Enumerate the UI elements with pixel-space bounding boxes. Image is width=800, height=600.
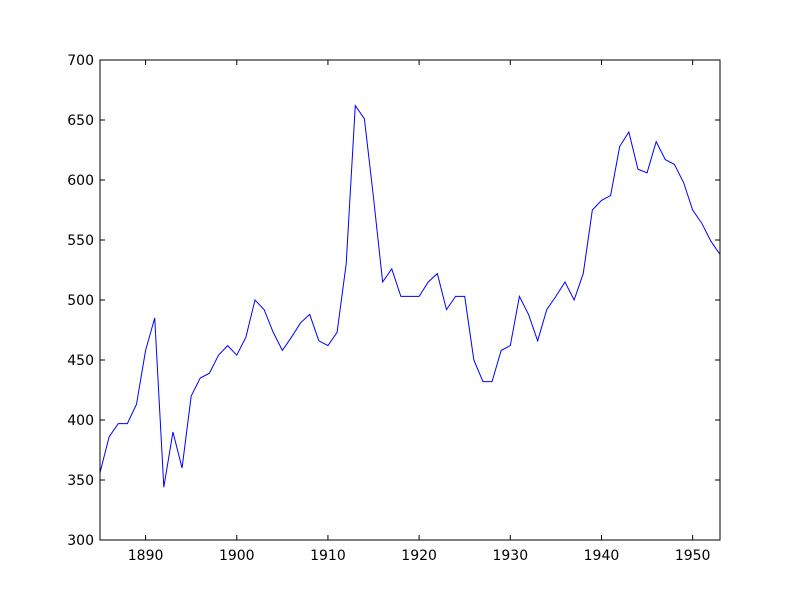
y-tick-label: 450 — [67, 353, 94, 369]
data-series-line — [99, 104, 721, 488]
y-tick-label: 650 — [67, 113, 94, 129]
x-tick-label: 1950 — [675, 548, 711, 564]
y-tick-label: 500 — [67, 293, 94, 309]
tick-labels: 1890 1900 1910 1920 1930 1940 1950 300 350 400 450… — [67, 53, 710, 564]
y-tick-label: 600 — [67, 173, 94, 189]
y-tick-label: 400 — [67, 413, 94, 429]
x-tick-label: 1910 — [310, 548, 346, 564]
plot-frame — [99, 59, 721, 541]
y-tick-label: 550 — [67, 233, 94, 249]
y-tick-label: 300 — [67, 533, 94, 549]
x-tick-label: 1890 — [128, 548, 164, 564]
x-tick-label: 1930 — [492, 548, 528, 564]
plot-background — [100, 60, 720, 540]
x-tick-label: 1900 — [219, 548, 255, 564]
x-tick-label: 1920 — [401, 548, 437, 564]
axis-ticks — [100, 59, 720, 541]
y-tick-label: 350 — [67, 473, 94, 489]
x-tick-label: 1940 — [584, 548, 620, 564]
y-tick-label: 700 — [67, 53, 94, 69]
